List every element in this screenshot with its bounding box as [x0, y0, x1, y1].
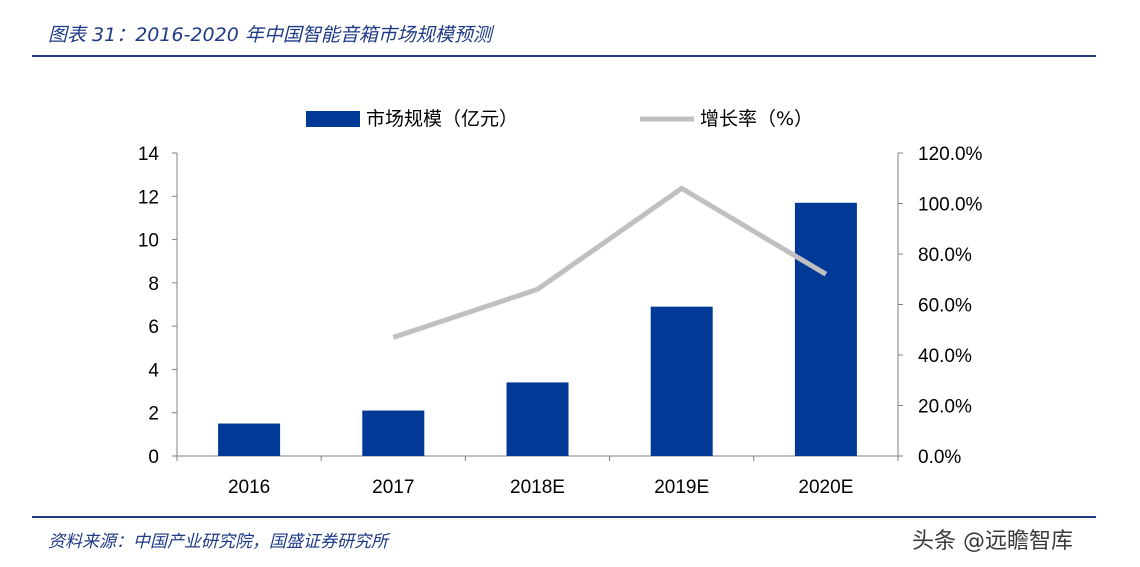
- y-tick-label-left: 2: [148, 404, 159, 425]
- bar: [506, 382, 569, 456]
- legend-swatch-bar: [306, 111, 360, 127]
- y-tick-label-right: 40.0%: [918, 346, 972, 367]
- chart-area: 0 2 4 6 8 10 12 14 0.0% 20.0% 40.0% 60.0% 80.0% 100.0…: [138, 108, 983, 498]
- y-tick-label-left: 12: [138, 187, 159, 208]
- growth-rate-line: [392, 185, 828, 340]
- bar: [218, 423, 281, 456]
- bar: [794, 202, 857, 456]
- y-tick-label-right: 80.0%: [918, 245, 972, 266]
- footer-rule: [32, 516, 1096, 518]
- y-tick-label-left: 8: [148, 274, 159, 295]
- bar: [650, 306, 713, 456]
- y-tick-label-right: 120.0%: [918, 144, 983, 165]
- x-tick-label: 2020E: [798, 477, 853, 498]
- figure-title: 图表 31：2016-2020 年中国智能音箱市场规模预测: [48, 24, 492, 46]
- watermark: 头条 @远瞻智库: [912, 529, 1073, 554]
- y-tick-label-right: 100.0%: [918, 195, 983, 216]
- bar: [362, 410, 425, 456]
- y-tick-label-left: 0: [148, 447, 159, 468]
- legend-label-line: 增长率（%）: [700, 108, 813, 130]
- y-tick-label-right: 20.0%: [918, 397, 972, 418]
- y-tick-label-right: 0.0%: [918, 447, 961, 468]
- x-tick-label: 2016: [228, 477, 270, 498]
- y-tick-label-right: 60.0%: [918, 296, 972, 317]
- header-rule: [32, 55, 1096, 57]
- source-note: 资料来源：中国产业研究院，国盛证券研究所: [48, 532, 388, 552]
- x-tick-label: 2017: [372, 477, 414, 498]
- y-tick-label-left: 10: [138, 231, 159, 252]
- y-tick-label-left: 4: [148, 360, 159, 381]
- x-tick-label: 2018E: [510, 477, 565, 498]
- y-tick-label-left: 6: [148, 317, 159, 338]
- x-tick-label: 2019E: [654, 477, 709, 498]
- legend-label-bar: 市场规模（亿元）: [366, 108, 518, 130]
- y-tick-label-left: 14: [138, 144, 160, 165]
